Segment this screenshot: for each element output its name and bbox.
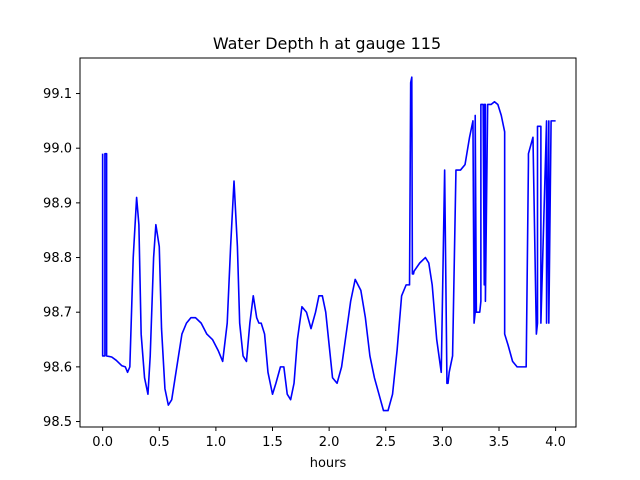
y-tick-label: 98.7 (43, 306, 72, 321)
x-tick-label: 3.0 (432, 435, 453, 450)
plot-frame (79, 57, 577, 428)
y-tick-label: 98.5 (43, 415, 72, 430)
y-tick-label: 98.6 (43, 360, 72, 375)
chart-title: Water Depth h at gauge 115 (213, 34, 441, 53)
x-tick-label: 2.0 (319, 435, 340, 450)
x-tick-label: 0.0 (92, 435, 113, 450)
y-tick-label: 99.0 (43, 142, 72, 157)
x-tick-label: 0.5 (149, 435, 170, 450)
y-tick-label: 99.1 (43, 87, 72, 102)
y-tick-label: 98.8 (43, 251, 72, 266)
x-tick-label: 2.5 (375, 435, 396, 450)
y-tick-label: 98.9 (43, 196, 72, 211)
x-tick-label: 1.0 (206, 435, 227, 450)
x-tick-label: 1.5 (262, 435, 283, 450)
x-tick-label: 4.0 (545, 435, 566, 450)
series-layer (101, 76, 556, 412)
series-line (101, 76, 556, 412)
x-tick-label: 3.5 (489, 435, 510, 450)
x-axis-label: hours (310, 456, 347, 471)
x-axis: 0.0 0.5 1.0 1.5 2.0 2.5 3.0 3.5 4.0 (92, 427, 566, 450)
y-axis: 98.5 98.6 98.7 98.8 98.9 99.0 99.1 (43, 87, 80, 430)
